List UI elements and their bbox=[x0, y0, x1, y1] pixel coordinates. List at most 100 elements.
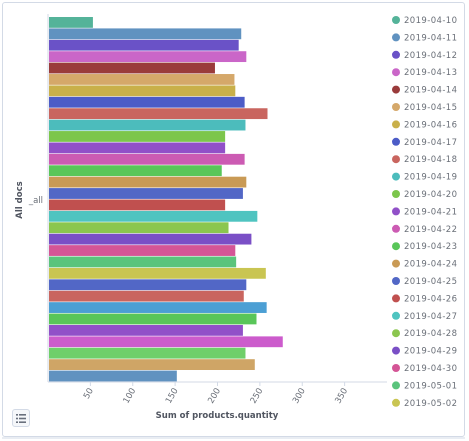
bar-2019-04-26[interactable] bbox=[49, 290, 244, 302]
legend-label: 2019-04-11 bbox=[404, 33, 457, 43]
bars-group bbox=[49, 17, 283, 382]
legend-swatch bbox=[392, 190, 400, 198]
legend-item-2019-04-10[interactable]: 2019-04-10 bbox=[392, 16, 457, 26]
bar-2019-04-23[interactable] bbox=[49, 165, 222, 177]
bar-2019-04-25[interactable] bbox=[49, 279, 247, 291]
legend-item-2019-04-16[interactable]: 2019-04-16 bbox=[392, 120, 457, 130]
bar-2019-04-28[interactable] bbox=[49, 313, 257, 325]
bar-2019-04-11[interactable] bbox=[49, 28, 242, 40]
legend-swatch bbox=[392, 68, 400, 77]
bar-2019-04-11[interactable] bbox=[49, 370, 177, 382]
legend-label: 2019-04-16 bbox=[404, 120, 457, 130]
legend-label: 2019-04-12 bbox=[404, 51, 457, 61]
x-tick-label: 150 bbox=[164, 387, 181, 406]
x-tick-label: 300 bbox=[291, 387, 308, 406]
legend-label: 2019-04-29 bbox=[404, 347, 457, 357]
x-tick-label: 50 bbox=[82, 387, 96, 401]
legend-item-2019-04-17[interactable]: 2019-04-17 bbox=[392, 137, 457, 148]
bar-2019-04-18[interactable] bbox=[49, 108, 268, 120]
bar-2019-05-01[interactable] bbox=[49, 256, 237, 268]
legend-item-2019-04-21[interactable]: 2019-04-21 bbox=[392, 207, 457, 217]
bar-2019-04-13[interactable] bbox=[49, 51, 247, 63]
x-tick-label: 250 bbox=[249, 387, 266, 406]
legend-item-2019-04-27[interactable]: 2019-04-27 bbox=[392, 311, 457, 322]
legend-swatch bbox=[392, 311, 400, 320]
bar-2019-04-25[interactable] bbox=[49, 188, 243, 199]
bar-2019-04-24[interactable] bbox=[49, 176, 247, 188]
bar-2019-04-19[interactable] bbox=[49, 119, 246, 131]
bar-2019-04-14[interactable] bbox=[49, 62, 215, 74]
bar-2019-04-30[interactable] bbox=[49, 336, 283, 348]
legend-label: 2019-04-27 bbox=[404, 312, 457, 322]
legend-swatch bbox=[392, 381, 400, 390]
legend-label: 2019-04-13 bbox=[404, 68, 457, 78]
legend-swatch bbox=[392, 259, 400, 268]
legend-item-2019-04-24[interactable]: 2019-04-24 bbox=[392, 259, 457, 270]
legend-item-2019-04-23[interactable]: 2019-04-23 bbox=[392, 242, 457, 252]
legend-label: 2019-04-23 bbox=[404, 242, 457, 252]
legend-toggle-button[interactable] bbox=[12, 409, 30, 427]
legend-swatch bbox=[392, 277, 400, 285]
legend-swatch bbox=[392, 155, 400, 164]
bar-2019-04-17[interactable] bbox=[49, 96, 245, 108]
bar-2019-04-16[interactable] bbox=[49, 85, 236, 97]
legend-item-2019-05-01[interactable]: 2019-05-01 bbox=[392, 381, 457, 391]
bar-2019-04-21[interactable] bbox=[49, 142, 226, 154]
legend-item-2019-04-13[interactable]: 2019-04-13 bbox=[392, 68, 457, 78]
bar-2019-04-15[interactable] bbox=[49, 74, 235, 85]
bar-2019-04-26[interactable] bbox=[49, 199, 226, 211]
legend-label: 2019-04-30 bbox=[404, 364, 457, 374]
legend-label: 2019-04-15 bbox=[404, 103, 457, 113]
legend-item-2019-04-25[interactable]: 2019-04-25 bbox=[392, 277, 457, 287]
legend-label: 2019-04-19 bbox=[404, 173, 457, 183]
legend-item-2019-04-14[interactable]: 2019-04-14 bbox=[392, 85, 457, 96]
panel-bottom-divider bbox=[2, 437, 465, 439]
x-tick-label: 200 bbox=[206, 387, 223, 406]
bar-2019-04-27[interactable] bbox=[49, 302, 267, 313]
legend-label: 2019-04-25 bbox=[404, 277, 457, 287]
legend-item-2019-04-11[interactable]: 2019-04-11 bbox=[392, 33, 457, 43]
bar-2019-04-28[interactable] bbox=[49, 222, 229, 234]
bar-2019-04-20[interactable] bbox=[49, 131, 226, 142]
y-category-label: _all bbox=[28, 196, 43, 206]
legend-item-2019-04-15[interactable]: 2019-04-15 bbox=[392, 103, 457, 113]
bar-2019-05-01[interactable] bbox=[49, 347, 246, 359]
legend-swatch bbox=[392, 85, 400, 94]
legend-item-2019-04-26[interactable]: 2019-04-26 bbox=[392, 294, 457, 304]
legend-swatch bbox=[392, 172, 400, 181]
legend-item-2019-05-02[interactable]: 2019-05-02 bbox=[392, 398, 457, 409]
legend-label: 2019-04-28 bbox=[404, 329, 457, 339]
legend-label: 2019-04-10 bbox=[404, 16, 457, 26]
bar-2019-04-30[interactable] bbox=[49, 245, 236, 256]
legend-item-2019-04-20[interactable]: 2019-04-20 bbox=[392, 190, 457, 200]
legend-swatch bbox=[392, 346, 400, 355]
legend-item-2019-04-19[interactable]: 2019-04-19 bbox=[392, 172, 457, 183]
bar-2019-04-29[interactable] bbox=[49, 233, 252, 245]
legend-swatch bbox=[392, 207, 400, 216]
legend-swatch bbox=[392, 103, 400, 111]
legend-label: 2019-05-02 bbox=[404, 399, 457, 409]
legend-item-2019-04-29[interactable]: 2019-04-29 bbox=[392, 346, 457, 357]
legend-label: 2019-05-01 bbox=[404, 381, 457, 391]
legend: 2019-04-10 2019-04-11 2019-04-12 2019-04-13… bbox=[392, 16, 457, 409]
legend-swatch bbox=[392, 50, 400, 59]
legend-item-2019-04-28[interactable]: 2019-04-28 bbox=[392, 329, 457, 339]
legend-label: 2019-04-22 bbox=[404, 225, 457, 235]
bar-2019-04-10[interactable] bbox=[49, 17, 93, 28]
bar-2019-04-22[interactable] bbox=[49, 153, 245, 165]
legend-item-2019-04-22[interactable]: 2019-04-22 bbox=[392, 224, 457, 235]
legend-label: 2019-04-20 bbox=[404, 190, 457, 200]
legend-swatch bbox=[392, 16, 400, 24]
legend-swatch bbox=[392, 33, 400, 42]
legend-swatch bbox=[392, 137, 400, 146]
bar-2019-05-02[interactable] bbox=[49, 359, 255, 370]
legend-item-2019-04-30[interactable]: 2019-04-30 bbox=[392, 364, 457, 374]
bar-2019-05-02[interactable] bbox=[49, 267, 266, 279]
legend-item-2019-04-18[interactable]: 2019-04-18 bbox=[392, 155, 457, 165]
bar-2019-04-27[interactable] bbox=[49, 210, 258, 222]
legend-item-2019-04-12[interactable]: 2019-04-12 bbox=[392, 50, 457, 61]
bar-2019-04-12[interactable] bbox=[49, 39, 239, 51]
legend-swatch bbox=[392, 242, 400, 251]
bar-2019-04-29[interactable] bbox=[49, 324, 243, 336]
